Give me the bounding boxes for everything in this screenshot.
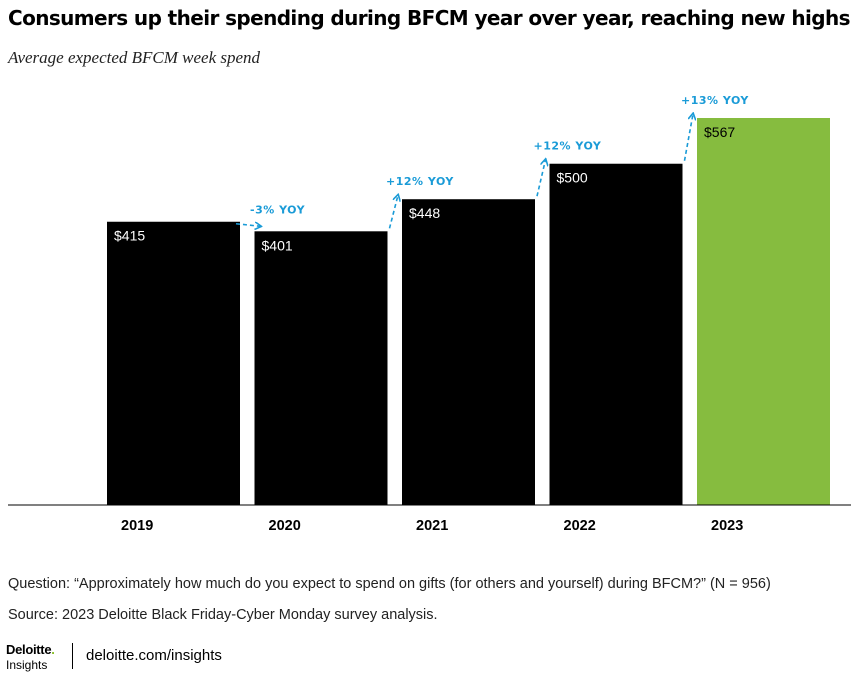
x-tick-label-2019: 2019 [121,518,153,534]
yoy-label-2023: +13% YOY [681,94,749,107]
footer: Deloitte. Insights deloitte.com/insights [6,642,306,672]
source-note: Source: 2023 Deloitte Black Friday-Cyber… [8,607,438,623]
bar-2022 [549,163,683,505]
logo-name: Deloitte [6,642,52,657]
yoy-label-2021: +12% YOY [386,175,454,188]
chart-title: Consumers up their spending during BFCM … [8,6,851,30]
yoy-label-2020: -3% YOY [250,204,306,217]
bar-2021 [402,199,535,505]
data-label-2021: $448 [409,205,440,221]
bar-chart: $415 $401 $448 $500 $567 -3% YOY +12% YOY +12%… [8,94,851,534]
x-tick-label-2020: 2020 [269,518,301,534]
yoy-arrow-2021 [388,195,399,229]
yoy-arrow-2022 [536,160,546,197]
logo-dot: . [51,642,55,657]
bar-2019 [107,221,240,505]
x-tick-label-2021: 2021 [416,518,448,534]
bar-2020 [254,231,388,506]
footer-link[interactable]: deloitte.com/insights [86,647,222,664]
footer-divider [72,643,73,669]
yoy-arrow-2023 [683,114,694,161]
data-label-2020: $401 [262,237,293,253]
logo-subtitle: Insights [6,658,48,672]
chart-subtitle: Average expected BFCM week spend [8,48,261,67]
x-tick-label-2023: 2023 [711,518,743,534]
deloitte-insights-logo: Deloitte. Insights [6,642,55,671]
bar-2023 [697,118,830,505]
data-label-2019: $415 [114,228,145,244]
data-label-2022: $500 [557,170,588,186]
data-label-2023: $567 [704,124,735,140]
survey-question-note: Question: “Approximately how much do you… [8,576,771,592]
x-tick-label-2022: 2022 [564,518,596,534]
yoy-label-2022: +12% YOY [534,140,602,153]
